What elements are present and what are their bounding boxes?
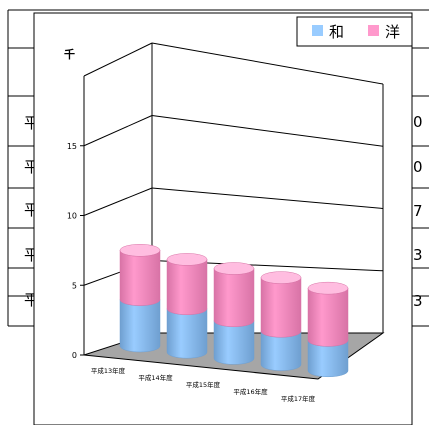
gridline bbox=[151, 187, 384, 209]
bar-segment-yo bbox=[260, 277, 302, 338]
gridline bbox=[83, 115, 153, 147]
gridline bbox=[83, 187, 153, 216]
bar-top bbox=[166, 253, 208, 266]
bar-segment-wa bbox=[166, 308, 208, 359]
y-tick-label: 5 bbox=[72, 281, 77, 290]
y-tick-label: 0 bbox=[72, 351, 77, 360]
x-tick-label: 平成16年度 bbox=[233, 387, 268, 396]
bar-top bbox=[213, 262, 255, 275]
y-axis-ticks: 0 5 10 15 bbox=[67, 142, 84, 360]
bars bbox=[119, 244, 349, 378]
table-value: 0 bbox=[413, 158, 423, 176]
left-wall-top-edge bbox=[83, 42, 153, 77]
x-tick-label: 平成15年度 bbox=[186, 380, 221, 389]
table-value: 3 bbox=[413, 246, 423, 264]
legend-swatch-wa bbox=[312, 25, 323, 36]
legend-swatch-yo bbox=[368, 25, 379, 36]
back-wall-top-edge bbox=[151, 42, 384, 85]
bar-segment-yo bbox=[119, 250, 161, 306]
bar-top bbox=[119, 244, 161, 257]
table-value: 0 bbox=[413, 113, 423, 131]
unit-label: 千 bbox=[64, 47, 75, 61]
table-value: 7 bbox=[413, 202, 423, 220]
bar-segment-wa bbox=[213, 320, 255, 365]
x-tick-label: 平成14年度 bbox=[138, 373, 173, 382]
table-value: 3 bbox=[413, 292, 423, 310]
legend: 和 洋 bbox=[296, 16, 413, 47]
bar-segment-yo bbox=[307, 288, 349, 347]
y-tick-label: 15 bbox=[67, 142, 77, 151]
x-tick-label: 平成17年度 bbox=[281, 394, 316, 403]
bar-top bbox=[307, 281, 349, 295]
y-tick-label: 10 bbox=[67, 212, 77, 221]
legend-label-yo: 洋 bbox=[385, 23, 400, 41]
x-tick-label: 平成13年度 bbox=[91, 366, 126, 375]
bar-segment-yo bbox=[166, 259, 208, 315]
bar-segment-wa bbox=[119, 299, 161, 353]
bar-segment-yo bbox=[213, 268, 255, 327]
legend-label-wa: 和 bbox=[329, 23, 344, 41]
gridline bbox=[151, 115, 384, 147]
bar-top bbox=[260, 271, 302, 284]
